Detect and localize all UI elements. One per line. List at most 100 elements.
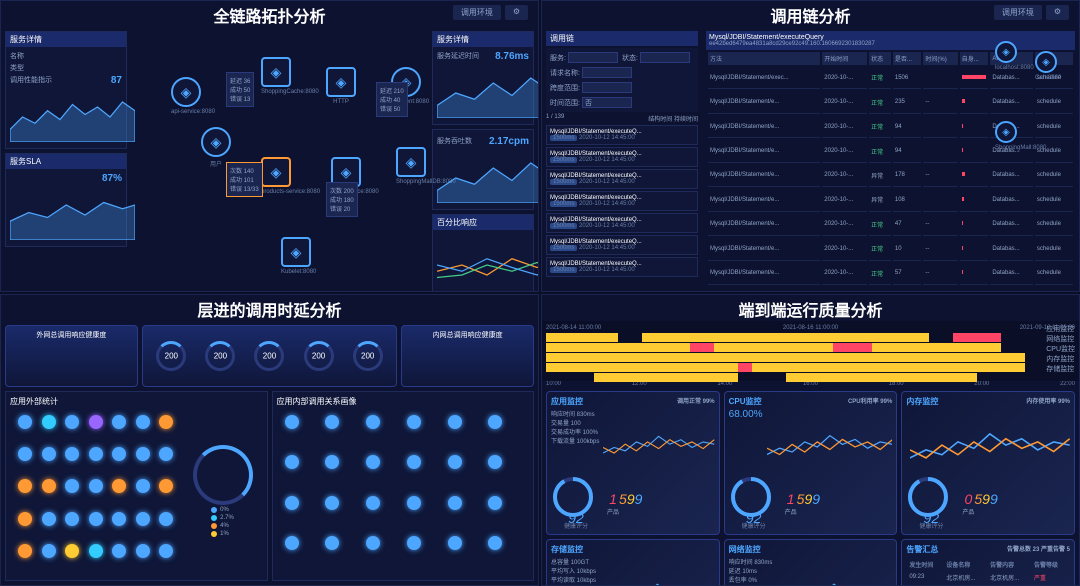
status-dot[interactable] [112,544,126,558]
trace-item[interactable]: Mysql/JDBI/Statement/executeQ...1500ms 2… [546,235,698,255]
status-dot[interactable] [42,415,56,429]
settings-icon[interactable]: ⚙ [505,5,528,20]
status-dot[interactable] [325,536,339,550]
status-dot[interactable] [112,447,126,461]
q1-title: 全链路拓扑分析 [213,3,325,27]
status-dot[interactable] [89,512,103,526]
q2-title: 调用链分析 [770,3,850,27]
status-dot[interactable] [65,415,79,429]
status-dot[interactable] [488,536,502,550]
mini-area-chart [10,190,135,240]
gauge: 92健康评分 [551,475,601,530]
trace-item[interactable]: Mysql/JDBI/Statement/executeQ...1500ms 2… [546,257,698,277]
filter-input[interactable] [640,52,690,63]
status-dot[interactable] [448,415,462,429]
status-dot[interactable] [65,512,79,526]
status-dot[interactable] [407,415,421,429]
status-dot[interactable] [488,496,502,510]
status-dot[interactable] [18,479,32,493]
mini-area-chart [10,92,135,142]
filter-input[interactable] [582,97,632,108]
trace-item[interactable]: Mysql/JDBI/Statement/executeQ...1500ms 2… [546,213,698,233]
status-dot[interactable] [136,447,150,461]
status-dot[interactable] [89,544,103,558]
status-dot[interactable] [285,536,299,550]
status-dot[interactable] [448,496,462,510]
topology-canvas[interactable]: ◈用户◈api-service:8080◈ShoppingCache:8080◈… [131,27,428,291]
alert-row[interactable]: 09:23北京机房...北京机房...严重 [908,572,1068,583]
topo-node-kube[interactable]: ◈Kubelet:8080 [281,237,316,275]
status-dot[interactable] [366,536,380,550]
status-dot[interactable] [65,544,79,558]
status-dot[interactable] [325,455,339,469]
status-dot[interactable] [285,455,299,469]
status-dot[interactable] [65,479,79,493]
status-dot[interactable] [407,496,421,510]
trace-item[interactable]: Mysql/JDBI/Statement/executeQ...1500ms 2… [546,147,698,167]
topo-node-cache[interactable]: ◈ShoppingCache:8080 [261,57,319,95]
trace-item[interactable]: Mysql/JDBI/Statement/executeQ...1500ms 2… [546,191,698,211]
status-dot[interactable] [18,415,32,429]
status-dot[interactable] [65,447,79,461]
settings-icon[interactable]: ⚙ [1046,5,1069,20]
topo-node-products[interactable]: ◈products-service:8080 [261,157,320,195]
topo-node-http[interactable]: ◈HTTP [326,67,356,105]
filter-input[interactable] [582,82,632,93]
status-dot[interactable] [407,536,421,550]
status-dot[interactable] [89,447,103,461]
toolbar-env[interactable]: 调用环境 [453,5,501,20]
pager[interactable]: 1 / 139 [546,114,564,123]
status-dot[interactable] [112,512,126,526]
status-dot[interactable] [366,496,380,510]
status-dot[interactable] [285,496,299,510]
status-dot[interactable] [112,479,126,493]
status-dot[interactable] [488,415,502,429]
status-dot[interactable] [407,455,421,469]
metric-row: 调用性能指示87 [10,75,122,86]
span-row[interactable]: Mysql/JDBI/Statement/e...2020-10-...正常47… [708,214,1073,236]
status-dot[interactable] [18,544,32,558]
status-dot[interactable] [89,415,103,429]
status-dot[interactable] [89,479,103,493]
trace-topo-node: ◈Cart:8080 [1035,51,1061,81]
status-dot[interactable] [285,415,299,429]
gauge-row: 200200200200200 [142,325,398,387]
span-row[interactable]: Mysql/JDBI/Statement/e...2020-10-...正常10… [708,238,1073,260]
quadrant-topology: 全链路拓扑分析 调用环境 ⚙ 服务详情 名称类型调用性能指示87 服务SLA 8… [0,0,539,292]
status-dot[interactable] [136,479,150,493]
status-dot[interactable] [366,455,380,469]
filter-input[interactable] [582,67,632,78]
status-dot[interactable] [448,536,462,550]
status-dot[interactable] [325,415,339,429]
filter-服务: 服务: [550,52,618,63]
status-dot[interactable] [159,415,173,429]
status-dot[interactable] [42,512,56,526]
toolbar-env[interactable]: 调用环境 [994,5,1042,20]
status-dot[interactable] [159,544,173,558]
status-dot[interactable] [18,447,32,461]
status-dot[interactable] [159,512,173,526]
span-row[interactable]: Mysql/JDBI/Statement/e...2020-10-...正常57… [708,263,1073,286]
status-dot[interactable] [42,544,56,558]
status-dot[interactable] [488,455,502,469]
status-dot[interactable] [112,415,126,429]
topo-node-api[interactable]: ◈api-service:8080 [171,77,215,115]
mini-gauge: 200 [156,337,186,375]
filter-input[interactable] [568,52,618,63]
span-row[interactable]: Mysql/JDBI/Statement/e...2020-10-...异常10… [708,189,1073,211]
status-dot[interactable] [448,455,462,469]
status-dot[interactable] [366,415,380,429]
status-dot[interactable] [159,447,173,461]
status-dot[interactable] [42,447,56,461]
trace-item[interactable]: Mysql/JDBI/Statement/executeQ...1500ms 2… [546,125,698,145]
status-dot[interactable] [42,479,56,493]
status-dot[interactable] [136,512,150,526]
center-gauge [193,445,253,505]
status-dot[interactable] [325,496,339,510]
trace-item[interactable]: Mysql/JDBI/Statement/executeQ...1500ms 2… [546,169,698,189]
span-row[interactable]: Mysql/JDBI/Statement/e...2020-10-...异常17… [708,165,1073,187]
status-dot[interactable] [159,479,173,493]
status-dot[interactable] [136,415,150,429]
status-dot[interactable] [136,544,150,558]
status-dot[interactable] [18,512,32,526]
